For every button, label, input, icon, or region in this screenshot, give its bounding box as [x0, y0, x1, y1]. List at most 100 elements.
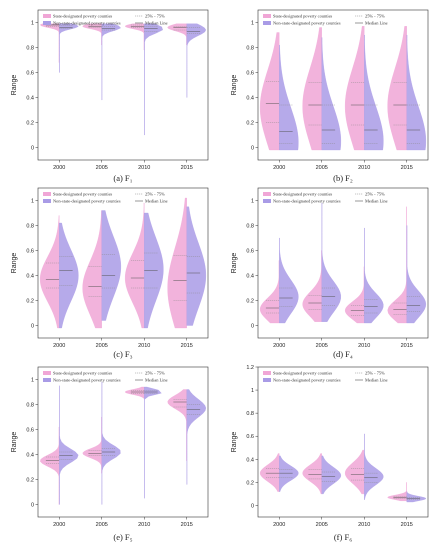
violin-half-non-state: [186, 206, 207, 326]
legend-swatch-non-state: [263, 378, 271, 382]
x-tick-label: 2000: [273, 522, 285, 528]
plot-frame: [37, 366, 209, 518]
legend-label-median: Median Line: [365, 21, 388, 26]
legend-label-state: State-designated poverty counties: [273, 371, 333, 376]
violin-half-non-state: [279, 44, 299, 151]
legend-label-non-state: Non-state-designated poverty counties: [273, 199, 341, 204]
legend-swatch-state: [43, 371, 51, 375]
violin-half-non-state: [364, 433, 384, 500]
legend-swatch-non-state: [43, 21, 51, 25]
legend-label-quartile: 25% - 75%: [145, 371, 165, 376]
y-tick-label: 0.6: [26, 71, 34, 77]
x-tick-label: 2010: [358, 343, 370, 349]
y-tick-label: 0.2: [246, 480, 254, 486]
y-axis-label: Range: [231, 75, 238, 96]
panel-caption: (c) F₃: [113, 349, 132, 359]
y-axis-label: Range: [11, 253, 18, 274]
y-tick-label: 0.2: [26, 121, 34, 127]
y-tick-label: 0.8: [26, 403, 34, 409]
x-tick-label: 2005: [316, 165, 328, 171]
legend-label-median: Median Line: [145, 21, 168, 26]
y-tick-label: 0.4: [246, 96, 254, 102]
y-tick-label: 0.8: [246, 411, 254, 417]
y-tick-label: 0.8: [26, 46, 34, 52]
violin-half-non-state: [406, 491, 427, 503]
legend-label-state: State-designated poverty counties: [53, 192, 113, 197]
y-tick-label: 0: [31, 503, 34, 509]
legend-label-non-state: Non-state-designated poverty counties: [53, 21, 121, 26]
legend-swatch-non-state: [263, 199, 271, 203]
legend-swatch-non-state: [43, 378, 51, 382]
y-tick-label: 1: [31, 199, 34, 205]
violin-half-non-state: [406, 34, 427, 151]
x-tick-label: 2015: [401, 165, 413, 171]
panel-6: 0 0.2 0.4 0.6 0.8 1 1.2 2000 2005 2010 2015 Range (f…: [231, 365, 429, 542]
x-tick-label: 2005: [316, 522, 328, 528]
legend-label-median: Median Line: [365, 199, 388, 204]
y-axis-label: Range: [231, 253, 238, 274]
violin-half-state: [259, 260, 280, 324]
violin-half-non-state: [186, 389, 207, 485]
x-tick-label: 2000: [273, 165, 285, 171]
violin-half-state: [82, 416, 102, 474]
x-tick-label: 2015: [181, 165, 193, 171]
x-tick-label: 2010: [358, 165, 370, 171]
legend-label-non-state: Non-state-designated poverty counties: [273, 21, 341, 26]
y-axis-label: Range: [11, 432, 18, 453]
y-tick-label: 0: [251, 324, 254, 330]
legend-label-median: Median Line: [365, 378, 388, 383]
legend-label-quartile: 25% - 75%: [365, 371, 385, 376]
violin-half-state: [344, 266, 365, 324]
x-tick-label: 2000: [53, 343, 65, 349]
y-tick-label: 0.6: [246, 71, 254, 77]
violin-half-non-state: [101, 23, 121, 101]
x-tick-label: 2015: [401, 522, 413, 528]
violin-half-state: [167, 23, 187, 46]
y-tick-label: 0.4: [246, 274, 254, 280]
violin-half-state: [40, 426, 60, 505]
violin-half-state: [344, 26, 365, 151]
legend-swatch-state: [263, 14, 271, 18]
y-tick-label: 0.2: [26, 299, 34, 305]
panel-2: 0 0.2 0.4 0.6 0.8 1 2000 2005 2010 2015 Range (b) F…: [231, 9, 429, 183]
legend-label-non-state: Non-state-designated poverty counties: [53, 199, 121, 204]
x-tick-label: 2010: [138, 165, 150, 171]
legend-label-state: State-designated poverty counties: [53, 371, 113, 376]
violin-half-state: [39, 23, 60, 63]
y-tick-label: 1: [31, 378, 34, 384]
violin-half-state: [125, 202, 145, 329]
y-tick-label: 0.4: [26, 453, 34, 459]
violin-half-non-state: [279, 237, 299, 324]
y-tick-label: 0.8: [246, 224, 254, 230]
plot-frame: [37, 9, 209, 161]
legend-label-state: State-designated poverty counties: [273, 192, 333, 197]
legend-swatch-state: [43, 14, 51, 18]
y-tick-label: 1: [251, 21, 254, 27]
panel-5: 0 0.2 0.4 0.6 0.8 1 2000 2005 2010 2015 Range (e) F…: [11, 366, 209, 542]
legend-label-median: Median Line: [145, 378, 168, 383]
x-tick-label: 2015: [181, 343, 193, 349]
violin-half-state: [124, 386, 145, 399]
violin-half-state: [167, 389, 187, 461]
legend-label-quartile: 25% - 75%: [365, 14, 385, 19]
x-tick-label: 2015: [181, 522, 193, 528]
y-tick-label: 1: [251, 199, 254, 205]
y-axis-label: Range: [11, 75, 18, 96]
y-axis-label: Range: [231, 432, 238, 453]
x-tick-label: 2010: [138, 343, 150, 349]
violin-half-state: [125, 23, 145, 51]
y-tick-label: 0.4: [26, 274, 34, 280]
y-tick-label: 0.6: [26, 249, 34, 255]
violin-half-state: [39, 215, 60, 329]
y-tick-label: 1.2: [246, 365, 254, 371]
legend-swatch-non-state: [43, 199, 51, 203]
violin-half-non-state: [144, 23, 163, 136]
x-tick-label: 2005: [316, 343, 328, 349]
legend-swatch-state: [263, 192, 271, 196]
panel-caption: (e) F₅: [113, 532, 132, 542]
violin-half-state: [82, 210, 102, 329]
x-tick-label: 2010: [358, 522, 370, 528]
y-tick-label: 0.8: [26, 224, 34, 230]
violin-half-state: [387, 206, 407, 324]
